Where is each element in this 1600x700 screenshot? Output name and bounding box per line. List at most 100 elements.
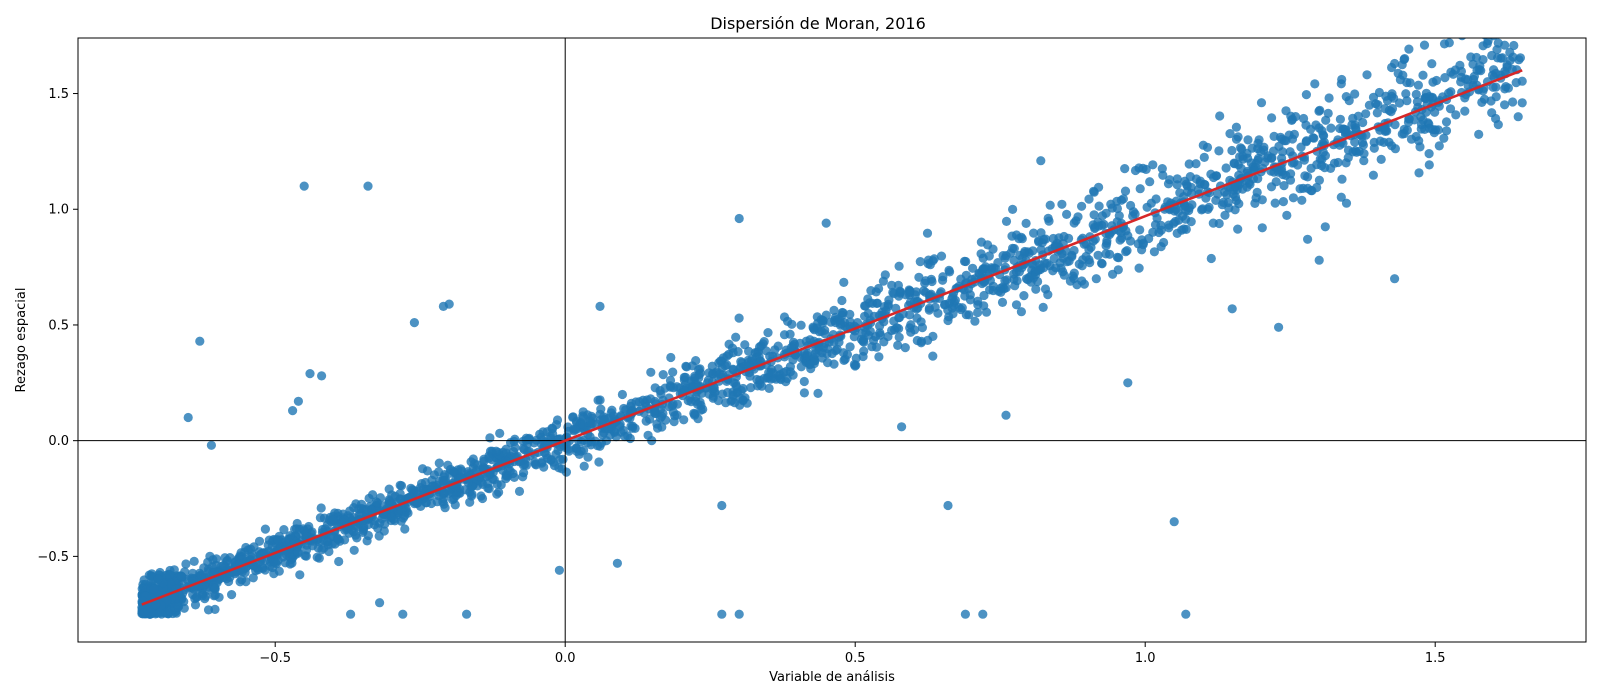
scatter-point	[349, 545, 359, 555]
scatter-point	[1229, 185, 1239, 195]
scatter-point	[531, 460, 541, 470]
scatter-point	[1446, 67, 1456, 77]
scatter-point	[1077, 261, 1087, 271]
scatter-point	[339, 515, 349, 525]
scatter-point	[422, 466, 432, 476]
scatter-point	[254, 536, 265, 546]
scatter-point	[583, 438, 593, 448]
scatter-point	[1399, 54, 1409, 65]
scatter-point	[641, 416, 651, 426]
scatter-point	[1456, 72, 1466, 82]
scatter-point	[1116, 228, 1126, 238]
scatter-point	[981, 307, 992, 317]
scatter-point	[596, 404, 606, 414]
scatter-point	[606, 408, 616, 418]
scatter-point	[1503, 26, 1512, 35]
scatter-point	[1403, 117, 1414, 127]
scatter-point	[384, 484, 394, 494]
scatter-point-outlier	[1123, 378, 1133, 388]
scatter-point	[373, 523, 383, 533]
scatter-point	[199, 563, 209, 573]
scatter-point	[1157, 164, 1167, 174]
scatter-point	[164, 570, 175, 580]
scatter-point	[1059, 231, 1069, 242]
scatter-point	[524, 433, 534, 443]
scatter-point	[165, 578, 175, 588]
scatter-point	[852, 318, 863, 328]
scatter-point	[1263, 151, 1273, 161]
scatter-point	[1278, 147, 1288, 157]
scatter-point	[1021, 218, 1031, 228]
scatter-point	[978, 264, 988, 274]
scatter-point	[225, 553, 235, 563]
scatter-point	[192, 592, 202, 602]
scatter-point	[491, 446, 501, 456]
scatter-point	[1017, 234, 1027, 244]
scatter-point	[849, 332, 859, 342]
scatter-point-outlier	[1001, 410, 1011, 420]
y-axis-label: Rezago espacial	[14, 288, 29, 393]
scatter-point	[568, 412, 578, 422]
scatter-point	[1402, 96, 1412, 106]
scatter-point	[660, 383, 670, 393]
scatter-point	[1198, 204, 1208, 214]
scatter-point	[1142, 202, 1152, 212]
scatter-point	[393, 505, 404, 515]
scatter-point	[737, 358, 747, 368]
scatter-point	[947, 294, 957, 304]
scatter-point	[1233, 132, 1243, 142]
scatter-point	[646, 394, 656, 404]
scatter-point	[788, 370, 798, 380]
scatter-point	[731, 379, 741, 389]
scatter-point	[501, 474, 511, 484]
scatter-point	[440, 503, 450, 513]
scatter-point	[1148, 160, 1158, 170]
scatter-point	[781, 366, 792, 376]
scatter-point	[316, 503, 326, 513]
scatter-point	[1043, 290, 1053, 300]
scatter-point	[691, 356, 701, 366]
scatter-point	[785, 329, 795, 339]
scatter-point	[1238, 184, 1248, 194]
scatter-point	[944, 312, 954, 322]
scatter-point	[1445, 104, 1456, 114]
scatter-point	[1088, 236, 1098, 246]
scatter-point	[434, 458, 444, 468]
x-tick-label: 1.0	[1135, 651, 1156, 666]
scatter-point-outlier	[346, 609, 356, 619]
scatter-point	[495, 428, 505, 438]
y-tick-label: 1.5	[48, 87, 69, 102]
scatter-point	[1500, 40, 1510, 50]
scatter-point	[1278, 197, 1288, 207]
scatter-point	[374, 531, 384, 541]
scatter-point	[1125, 236, 1136, 246]
scatter-point	[227, 590, 237, 600]
scatter-point	[893, 340, 903, 350]
scatter-point	[650, 383, 660, 393]
scatter-point	[1031, 284, 1041, 294]
scatter-point	[377, 514, 387, 524]
scatter-point	[1279, 181, 1289, 191]
scatter-point	[579, 461, 589, 471]
scatter-point	[1314, 175, 1324, 185]
scatter-point	[1424, 149, 1434, 159]
scatter-point	[579, 445, 589, 455]
scatter-point	[543, 453, 553, 463]
scatter-point	[1089, 210, 1099, 220]
scatter-point	[1487, 50, 1497, 61]
scatter-point	[210, 584, 220, 594]
scatter-point	[1441, 126, 1452, 136]
scatter-point	[1285, 147, 1295, 157]
scatter-point	[1097, 211, 1107, 221]
scatter-point	[1156, 242, 1166, 252]
scatter-point	[938, 272, 948, 282]
scatter-point	[539, 462, 549, 472]
scatter-point	[1049, 254, 1059, 264]
reference-lines	[78, 38, 1586, 642]
scatter-point	[1172, 180, 1182, 190]
scatter-point-outlier	[943, 500, 953, 511]
scatter-point	[1067, 250, 1077, 260]
scatter-point	[596, 438, 607, 448]
scatter-point	[1184, 205, 1194, 216]
scatter-point	[887, 280, 897, 290]
